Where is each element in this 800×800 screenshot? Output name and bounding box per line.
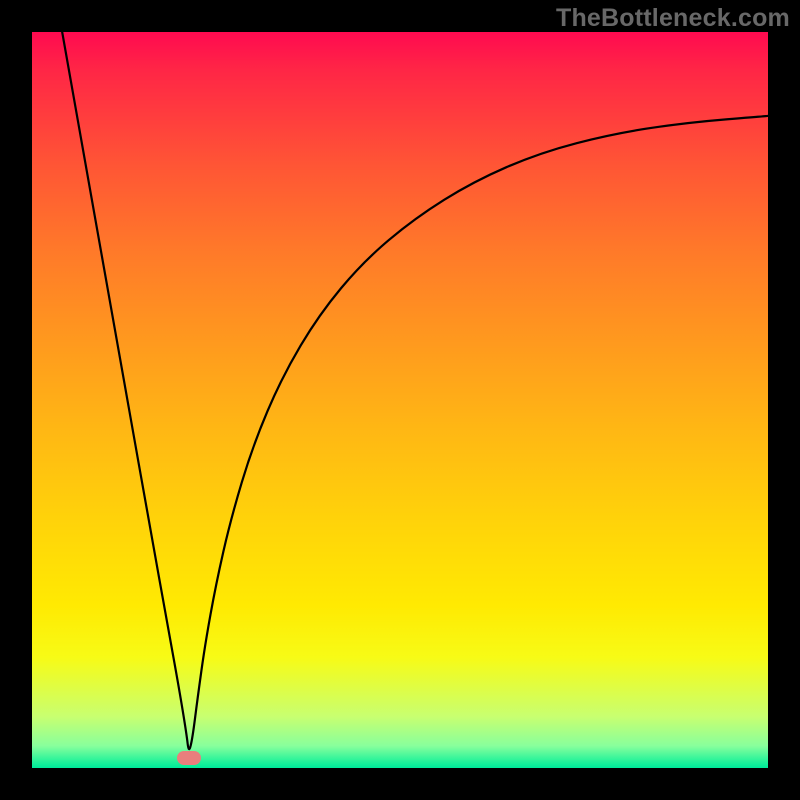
watermark-text: TheBottleneck.com: [556, 4, 790, 33]
chart-frame: TheBottleneck.com: [0, 0, 800, 800]
bottleneck-curve: [62, 32, 768, 749]
curve-layer: [32, 32, 768, 768]
plot-area: [32, 32, 768, 768]
